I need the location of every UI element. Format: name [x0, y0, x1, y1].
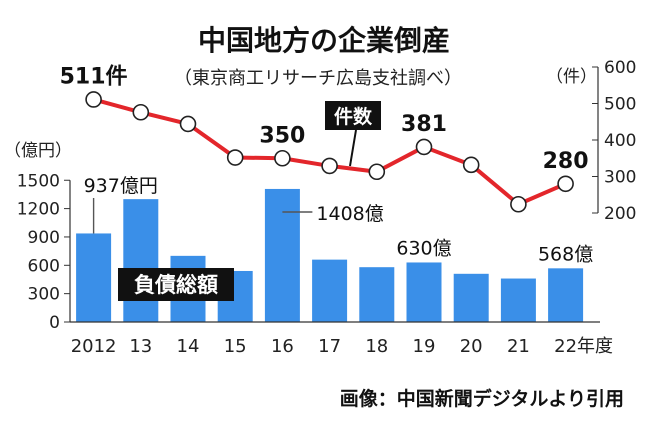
count-point-14 [179, 115, 197, 133]
x-tick-label: 19 [413, 336, 436, 357]
bar-20 [453, 273, 489, 322]
right-axis-tick-label: 200 [604, 204, 636, 224]
image-credit: 画像：中国新聞デジタルより引用 [339, 388, 624, 410]
bar-data-label: 1408億 [316, 203, 383, 225]
x-tick-label: 13 [129, 336, 152, 357]
x-tick-label: 18 [365, 336, 388, 357]
count-point-16 [274, 149, 291, 167]
x-tick-label: 2012 [71, 336, 117, 357]
bar-18 [359, 267, 395, 322]
bar-2012 [76, 233, 112, 322]
right-axis-unit: （件） [546, 67, 597, 87]
count-data-label: 350 [259, 123, 305, 148]
bar-data-label: 568億 [538, 243, 593, 265]
count-data-label: 280 [543, 149, 589, 174]
bar-legend-box [118, 268, 234, 301]
line-legend-pointer [349, 129, 357, 167]
count-point-17 [321, 157, 338, 175]
bar-22年度 [548, 268, 584, 322]
chart-subtitle: （東京商工リサーチ広島支社調べ） [174, 68, 462, 89]
right-axis-tick-label: 400 [604, 131, 636, 151]
count-point-19 [415, 138, 433, 156]
count-point-20 [462, 156, 480, 174]
x-tick-label: 21 [507, 336, 530, 357]
left-axis-tick-label: 1500 [17, 171, 60, 191]
count-point-15 [226, 149, 244, 166]
x-tick-label: 16 [271, 336, 294, 357]
bar-21 [500, 278, 536, 322]
left-axis-tick-label: 300 [28, 285, 60, 305]
combo-chart: 中国地方の企業倒産 （東京商工リサーチ広島支社調べ） （億円） （件） 0 300… [4, 24, 636, 357]
count-point-21 [510, 195, 527, 213]
bar-17 [312, 259, 348, 322]
right-axis-tick-label: 500 [604, 95, 636, 115]
right-axis-tick-label: 300 [604, 168, 636, 188]
left-axis-tick-label: 900 [28, 228, 60, 248]
bar-data-label: 630億 [396, 237, 451, 259]
count-point-2012 [85, 91, 102, 108]
line-legend-box [325, 101, 381, 130]
bar-13 [123, 199, 159, 322]
x-tick-label: 14 [177, 336, 200, 357]
left-axis-unit: （億円） [4, 141, 72, 161]
left-axis-tick-label: 1200 [17, 200, 60, 220]
left-axis-tick-label: 600 [28, 256, 60, 276]
bar-legend-label: 負債総額 [134, 273, 218, 297]
count-data-label: 381 [401, 112, 447, 137]
bar-data-label: 937億円 [84, 175, 158, 197]
bar-19 [406, 262, 442, 322]
count-point-13 [132, 103, 150, 121]
x-tick-label: 15 [224, 336, 247, 357]
right-axis-tick-label: 600 [604, 58, 636, 78]
count-point-22年度 [557, 175, 574, 193]
x-tick-label: 20 [460, 336, 483, 357]
bar-16 [264, 188, 300, 322]
chart-title: 中国地方の企業倒産 [198, 24, 450, 57]
count-point-18 [368, 163, 386, 181]
x-tick-label: 17 [318, 336, 341, 357]
line-legend-label: 件数 [334, 105, 373, 128]
left-axis-tick-label: 0 [49, 313, 60, 333]
x-tick-label: 22年度 [554, 336, 613, 357]
count-data-label: 511件 [60, 64, 128, 89]
